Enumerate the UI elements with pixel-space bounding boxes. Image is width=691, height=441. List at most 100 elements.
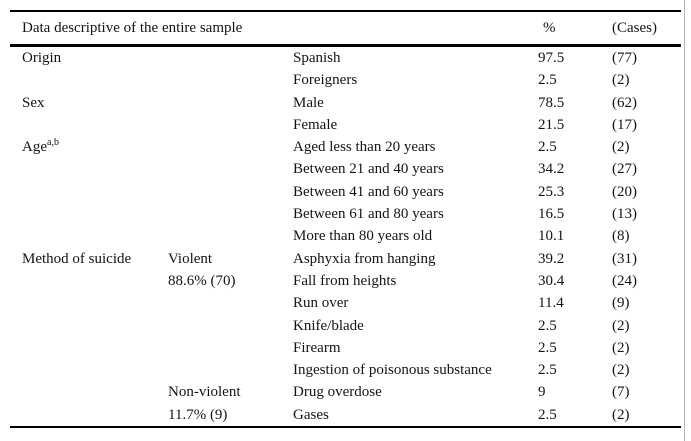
row-category xyxy=(22,114,168,136)
row-item: Run over xyxy=(293,295,349,312)
table-row: Between 21 and 40 years 34.2 (27) xyxy=(10,158,681,180)
row-subcategory xyxy=(168,158,293,180)
row-subcategory xyxy=(168,136,293,158)
row-percent-value: 78.5 xyxy=(538,94,565,111)
row-item: Ingestion of poisonous substance xyxy=(293,362,492,379)
row-subcategory: 88.6% (70) xyxy=(168,272,236,289)
row-cases-value: (62) xyxy=(612,94,637,111)
table-row: 11.7% (9) Gases 2.5 (2) xyxy=(10,404,681,426)
row-item: Drug overdose xyxy=(293,384,382,401)
row-cases-value: (13) xyxy=(612,206,637,223)
row-cases-value: (2) xyxy=(612,317,630,334)
row-item: Asphyxia from hanging xyxy=(293,250,436,267)
row-category-label: Age xyxy=(22,139,47,156)
table-row: Between 61 and 80 years 16.5 (13) xyxy=(10,203,681,225)
row-item: Foreigners xyxy=(293,72,358,89)
row-subcategory xyxy=(168,114,293,136)
row-percent-value: 34.2 xyxy=(538,161,565,178)
row-category: Sex xyxy=(22,92,168,114)
row-category xyxy=(22,203,168,225)
row-percent-value: 25.3 xyxy=(538,183,565,200)
table-row: 88.6% (70) Fall from heights 30.4 (24) xyxy=(10,270,681,292)
row-item: Female xyxy=(293,116,338,133)
row-subcategory xyxy=(168,292,293,314)
table-row: More than 80 years old 10.1 (8) xyxy=(10,225,681,247)
row-percent-value: 39.2 xyxy=(538,250,565,267)
row-cases-value: (2) xyxy=(612,362,630,379)
row-subcategory xyxy=(168,315,293,337)
table-row: Sex Male 78.5 (62) xyxy=(10,92,681,114)
table-header-row: Data descriptive of the entire sample % … xyxy=(10,10,681,47)
row-cases-value: (7) xyxy=(612,384,630,401)
row-percent-value: 2.5 xyxy=(538,317,557,334)
row-item: Male xyxy=(293,94,324,111)
row-percent-value: 2.5 xyxy=(538,139,557,156)
row-category-footnote-marker: a,b xyxy=(47,137,59,149)
row-category xyxy=(22,158,168,180)
table-row: Run over 11.4 (9) xyxy=(10,292,681,314)
row-subcategory xyxy=(168,359,293,381)
row-subcategory xyxy=(168,203,293,225)
row-category xyxy=(22,404,168,426)
row-item: Aged less than 20 years xyxy=(293,139,436,156)
row-cases-value: (77) xyxy=(612,50,637,66)
table-row: Ingestion of poisonous substance 2.5 (2) xyxy=(10,359,681,381)
row-subcategory xyxy=(168,337,293,359)
row-category: Agea,b xyxy=(22,136,168,158)
column-header-percent: % xyxy=(543,19,556,36)
row-item: Between 41 and 60 years xyxy=(293,183,444,200)
row-subcategory xyxy=(168,47,293,69)
row-category-label: Origin xyxy=(22,50,62,66)
row-cases-value: (20) xyxy=(612,183,637,200)
row-subcategory xyxy=(168,92,293,114)
row-subcategory: Violent xyxy=(168,250,213,267)
row-category xyxy=(22,181,168,203)
row-category xyxy=(22,225,168,247)
row-cases-value: (2) xyxy=(612,406,630,423)
row-category xyxy=(22,337,168,359)
row-category-label: Sex xyxy=(22,94,45,111)
row-cases-value: (31) xyxy=(612,250,637,267)
row-percent-value: 16.5 xyxy=(538,206,565,223)
row-cases-value: (2) xyxy=(612,139,630,156)
table-row: Method of suicide Violent Asphyxia from … xyxy=(10,248,681,270)
table-row: Agea,b Aged less than 20 years 2.5 (2) xyxy=(10,136,681,158)
row-cases-value: (2) xyxy=(612,72,630,89)
descriptive-statistics-table: Data descriptive of the entire sample % … xyxy=(10,10,681,429)
row-percent-value: 21.5 xyxy=(538,116,565,133)
row-percent-value: 2.5 xyxy=(538,362,557,379)
row-item: Firearm xyxy=(293,339,341,356)
row-item: More than 80 years old xyxy=(293,228,433,245)
table-title: Data descriptive of the entire sample xyxy=(22,19,243,36)
table-row: Firearm 2.5 (2) xyxy=(10,337,681,359)
row-item: Knife/blade xyxy=(293,317,364,334)
row-category xyxy=(22,292,168,314)
column-header-cases: (Cases) xyxy=(612,19,657,36)
row-percent-value: 9 xyxy=(538,384,546,401)
row-cases-value: (27) xyxy=(612,161,637,178)
table-row: Between 41 and 60 years 25.3 (20) xyxy=(10,181,681,203)
row-category: Method of suicide xyxy=(22,248,168,270)
row-percent-value: 10.1 xyxy=(538,228,565,245)
row-category-label: Method of suicide xyxy=(22,250,132,267)
row-percent-value: 2.5 xyxy=(538,339,557,356)
row-cases-value: (9) xyxy=(612,295,630,312)
row-subcategory xyxy=(168,181,293,203)
table-row: Knife/blade 2.5 (2) xyxy=(10,315,681,337)
row-category xyxy=(22,359,168,381)
row-category xyxy=(22,69,168,91)
table-row: Non-violent Drug overdose 9 (7) xyxy=(10,381,681,403)
row-cases-value: (2) xyxy=(612,339,630,356)
row-item: Fall from heights xyxy=(293,272,397,289)
scan-edge-line xyxy=(684,0,685,441)
row-category: Origin xyxy=(22,47,168,69)
table-row: Foreigners 2.5 (2) xyxy=(10,69,681,91)
row-subcategory xyxy=(168,69,293,91)
row-percent-value: 2.5 xyxy=(538,72,557,89)
row-subcategory: 11.7% (9) xyxy=(168,406,228,423)
row-cases-value: (8) xyxy=(612,228,630,245)
table-body: Origin Spanish 97.5 (77) Foreigners 2.5 … xyxy=(10,47,681,429)
row-item: Between 61 and 80 years xyxy=(293,206,444,223)
row-category xyxy=(22,381,168,403)
